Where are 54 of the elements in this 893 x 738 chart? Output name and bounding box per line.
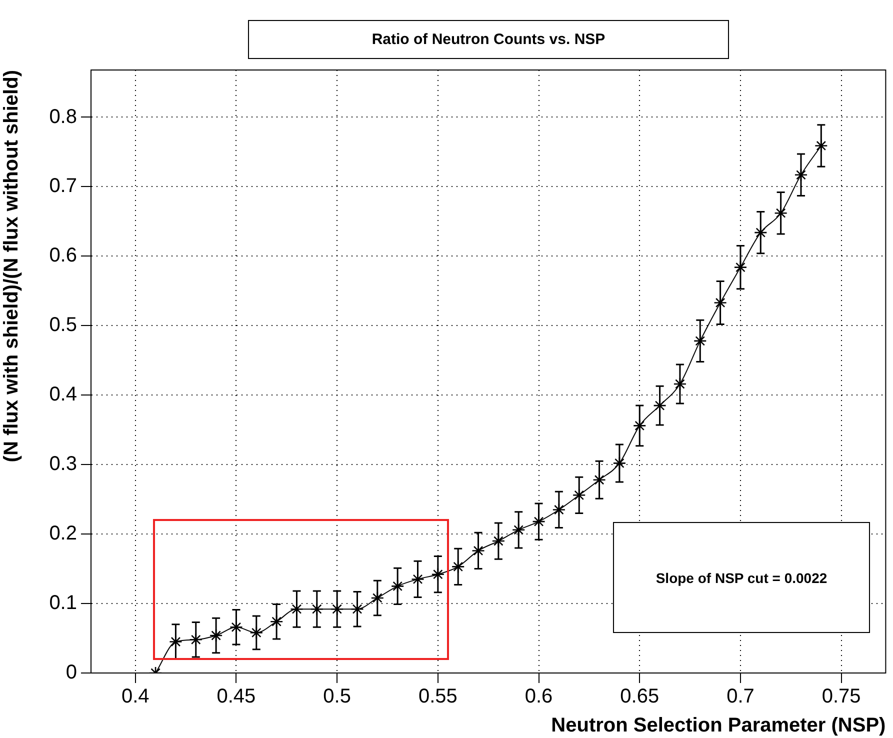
point	[632, 419, 646, 432]
point	[512, 523, 526, 537]
point	[794, 168, 808, 182]
y-tick-label: 0.1	[49, 592, 77, 614]
point	[612, 456, 626, 470]
y-tick-label: 0.6	[49, 244, 77, 267]
point	[673, 377, 687, 391]
x-tick-label: 0.7	[726, 686, 754, 708]
x-axis-title: Neutron Selection Parameter (NSP)	[551, 714, 886, 737]
point	[814, 139, 828, 152]
point	[472, 544, 485, 558]
point	[774, 206, 788, 220]
chart-title: Ratio of Neutron Counts vs. NSP	[248, 20, 729, 59]
y-tick-label: 0.7	[49, 175, 77, 198]
point	[310, 602, 324, 616]
point	[714, 296, 727, 310]
point	[209, 628, 223, 642]
point	[370, 591, 384, 605]
text-box: Slope of NSP cut = 0.0022	[613, 522, 870, 633]
point	[230, 620, 243, 634]
point	[532, 514, 546, 528]
y-tick-label: 0.2	[49, 522, 77, 545]
point	[572, 488, 586, 502]
point	[754, 226, 768, 240]
point	[653, 398, 666, 412]
point	[492, 534, 506, 548]
y-tick-label: 0.4	[49, 384, 77, 406]
point	[592, 473, 606, 487]
point	[734, 260, 748, 274]
x-tick-label: 0.75	[822, 686, 861, 708]
x-tick-label: 0.5	[323, 686, 351, 708]
point	[189, 633, 203, 646]
y-axis-title: (N flux with shield)/(N flux without shield)	[0, 70, 23, 462]
point	[169, 635, 182, 648]
point	[552, 503, 566, 516]
x-tick-label: 0.55	[418, 686, 458, 708]
y-tick-label: 0	[66, 662, 77, 684]
x-tick-label: 0.6	[524, 686, 553, 708]
point	[270, 614, 284, 628]
x-tick-label: 0.4	[121, 686, 150, 708]
point	[330, 602, 344, 616]
point	[411, 572, 424, 586]
point	[431, 568, 445, 582]
x-tick-label: 0.65	[620, 686, 660, 708]
x-tick-label: 0.45	[216, 686, 256, 708]
point	[290, 602, 304, 616]
point	[390, 580, 404, 593]
point	[693, 334, 707, 348]
y-tick-label: 0.3	[49, 453, 77, 476]
point	[451, 560, 465, 574]
y-tick-label: 0.5	[49, 314, 77, 336]
point	[250, 626, 264, 640]
y-tick-label: 0.8	[49, 106, 77, 128]
point	[350, 602, 364, 616]
